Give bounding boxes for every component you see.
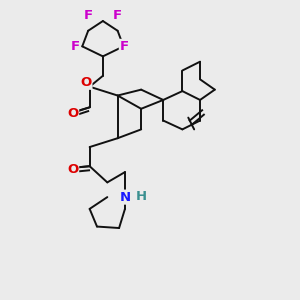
Text: O: O <box>67 107 78 120</box>
Text: N: N <box>119 190 130 204</box>
Text: F: F <box>84 9 93 22</box>
Text: F: F <box>70 40 80 53</box>
Text: F: F <box>112 9 122 22</box>
Text: O: O <box>80 76 92 89</box>
Text: F: F <box>120 40 129 53</box>
Text: H: H <box>136 190 147 203</box>
Text: O: O <box>67 163 78 176</box>
